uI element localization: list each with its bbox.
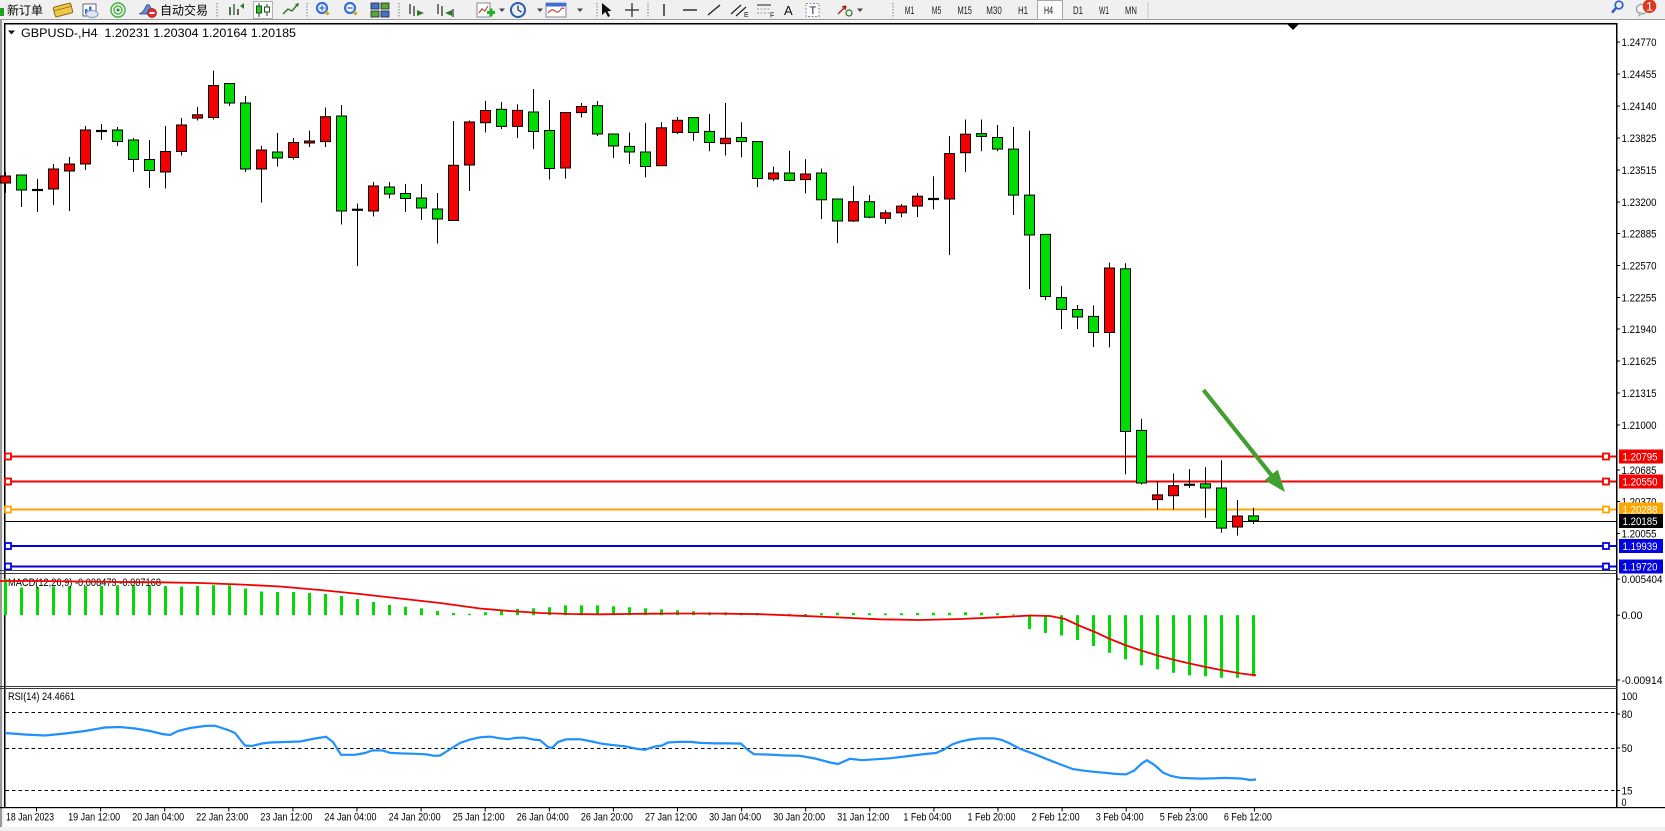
- svg-text:1.21625: 1.21625: [1622, 356, 1657, 368]
- svg-text:2 Feb 12:00: 2 Feb 12:00: [1032, 812, 1080, 824]
- svg-text:1.20795: 1.20795: [1623, 452, 1658, 464]
- svg-text:1.22255: 1.22255: [1622, 293, 1657, 305]
- svg-text:-0.00914: -0.00914: [1622, 675, 1663, 687]
- svg-text:T: T: [810, 5, 817, 17]
- svg-text:1.22570: 1.22570: [1622, 261, 1657, 273]
- svg-text:H1: H1: [1018, 5, 1028, 17]
- svg-text:A: A: [784, 3, 793, 18]
- svg-text:M30: M30: [986, 5, 1002, 17]
- svg-text:新订单: 新订单: [7, 3, 43, 18]
- svg-text:RSI(14) 24.4661: RSI(14) 24.4661: [8, 691, 75, 703]
- svg-text:W1: W1: [1099, 5, 1109, 17]
- svg-text:50: 50: [1622, 743, 1633, 755]
- svg-text:0.005404: 0.005404: [1622, 574, 1663, 586]
- svg-text:1.21940: 1.21940: [1622, 324, 1657, 336]
- svg-text:23 Jan 12:00: 23 Jan 12:00: [260, 812, 312, 824]
- svg-text:1.24770: 1.24770: [1622, 37, 1657, 49]
- svg-text:1.20055: 1.20055: [1622, 529, 1657, 541]
- svg-text:30 Jan 20:00: 30 Jan 20:00: [773, 812, 825, 824]
- svg-text:1.24455: 1.24455: [1622, 69, 1657, 81]
- svg-text:100: 100: [1622, 691, 1638, 703]
- svg-text:1 Feb 20:00: 1 Feb 20:00: [968, 812, 1016, 824]
- svg-text:22 Jan 23:00: 22 Jan 23:00: [196, 812, 248, 824]
- svg-text:M15: M15: [957, 5, 972, 17]
- svg-text:F: F: [770, 13, 774, 20]
- svg-text:自动交易: 自动交易: [160, 3, 208, 18]
- svg-text:1.23515: 1.23515: [1622, 165, 1657, 177]
- svg-text:M5: M5: [932, 5, 942, 17]
- svg-text:18 Jan 2023: 18 Jan 2023: [6, 812, 54, 824]
- svg-text:E: E: [744, 12, 749, 19]
- svg-text:30 Jan 04:00: 30 Jan 04:00: [709, 812, 761, 824]
- svg-text:1.20288: 1.20288: [1623, 505, 1658, 517]
- svg-text:MACD(12,26,9) -0.008479 -0.007: MACD(12,26,9) -0.008479 -0.007168: [8, 577, 161, 589]
- svg-text:0.00: 0.00: [1622, 610, 1643, 622]
- svg-text:1.19939: 1.19939: [1623, 541, 1658, 553]
- svg-text:24 Jan 04:00: 24 Jan 04:00: [325, 812, 377, 824]
- svg-text:1.20685: 1.20685: [1622, 465, 1657, 477]
- svg-text:26 Jan 20:00: 26 Jan 20:00: [581, 812, 633, 824]
- svg-text:1 Feb 04:00: 1 Feb 04:00: [903, 812, 951, 824]
- svg-text:1.19720: 1.19720: [1623, 562, 1658, 574]
- svg-text:1.23200: 1.23200: [1622, 197, 1657, 209]
- svg-text:1.24140: 1.24140: [1622, 101, 1657, 113]
- svg-text:0: 0: [1622, 797, 1627, 809]
- svg-text:19 Jan 12:00: 19 Jan 12:00: [68, 812, 120, 824]
- svg-text:6 Feb 12:00: 6 Feb 12:00: [1224, 812, 1272, 824]
- svg-text:1.22885: 1.22885: [1622, 229, 1657, 241]
- svg-text:31 Jan 12:00: 31 Jan 12:00: [837, 812, 889, 824]
- svg-text:24 Jan 20:00: 24 Jan 20:00: [389, 812, 441, 824]
- svg-text:MN: MN: [1125, 5, 1137, 17]
- svg-text:20 Jan 04:00: 20 Jan 04:00: [132, 812, 184, 824]
- svg-text:15: 15: [1622, 786, 1633, 798]
- svg-text:M1: M1: [905, 5, 915, 17]
- svg-text:H4: H4: [1044, 5, 1053, 17]
- svg-text:5 Feb 23:00: 5 Feb 23:00: [1160, 812, 1208, 824]
- svg-text:3 Feb 04:00: 3 Feb 04:00: [1096, 812, 1144, 824]
- svg-text:GBPUSD-,H4 1.20231 1.20304 1.: GBPUSD-,H4 1.20231 1.20304 1.20164 1.201…: [21, 28, 296, 40]
- svg-text:80: 80: [1622, 709, 1633, 721]
- svg-text:1.21000: 1.21000: [1622, 420, 1657, 432]
- svg-text:27 Jan 12:00: 27 Jan 12:00: [645, 812, 697, 824]
- svg-text:1.20185: 1.20185: [1623, 516, 1658, 528]
- svg-text:26 Jan 04:00: 26 Jan 04:00: [517, 812, 569, 824]
- svg-text:D1: D1: [1073, 5, 1083, 17]
- svg-text:1: 1: [1646, 0, 1653, 14]
- svg-text:1.21315: 1.21315: [1622, 388, 1657, 400]
- svg-text:1.23825: 1.23825: [1622, 133, 1657, 145]
- svg-text:1.20550: 1.20550: [1623, 477, 1658, 489]
- svg-text:25 Jan 12:00: 25 Jan 12:00: [453, 812, 505, 824]
